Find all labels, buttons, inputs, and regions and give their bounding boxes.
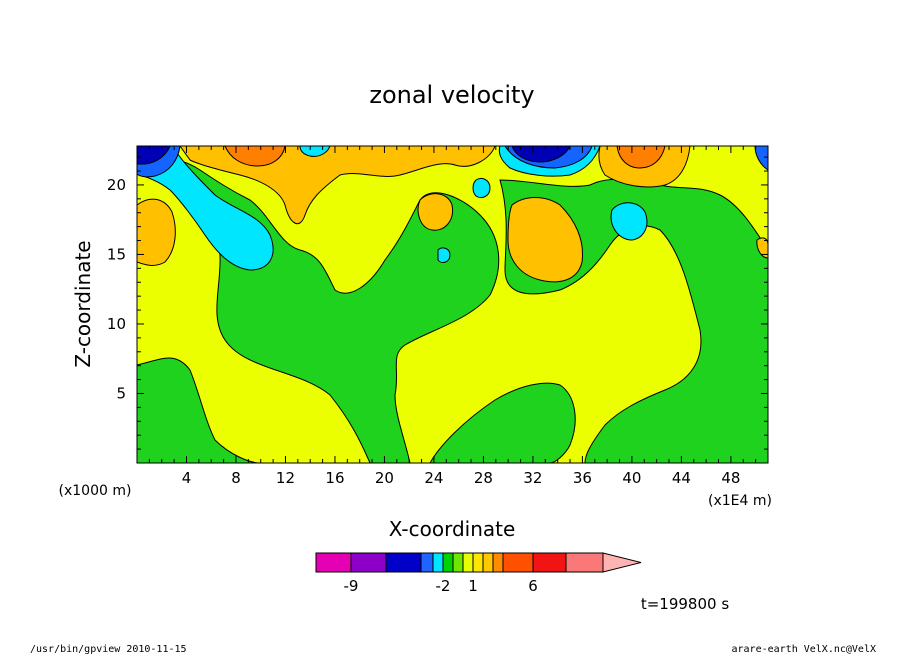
colorbar-arrow: [602, 552, 642, 573]
y-tick-label: 5: [116, 384, 126, 402]
x-tick-label: 36: [573, 469, 592, 487]
contour-dark-orange-region: [616, 146, 666, 169]
colorbar-segment: [532, 552, 567, 573]
colorbar-segment: [565, 552, 604, 573]
time-label: t=199800 s: [641, 595, 729, 613]
contour-cyan-region: [437, 247, 451, 263]
contour-green-region: [137, 357, 261, 463]
contour-orange-region: [756, 237, 768, 259]
colorbar-segment: [492, 552, 504, 573]
contour-cyan-region: [472, 177, 491, 199]
colorbar-segment: [315, 552, 352, 573]
colorbar-label: -2: [436, 577, 451, 595]
x-unit-left-label: (x1000 m): [59, 483, 132, 499]
footer-right: arare-earth_VelX.nc@VelX: [732, 644, 877, 654]
colorbar-segment: [502, 552, 534, 573]
contour-orange-region: [417, 193, 454, 231]
contour-navy-region: [137, 146, 171, 165]
y-axis: 5 10 15 20: [107, 156, 768, 450]
x-tick-label: 48: [721, 469, 740, 487]
plot-area: [137, 146, 768, 463]
y-tick-label: 15: [107, 245, 126, 263]
colorbar: -9 -2 1 6: [315, 552, 642, 595]
x-tick-label: 32: [523, 469, 542, 487]
colorbar-label: -9: [344, 577, 359, 595]
contour-green-region: [429, 382, 576, 463]
x-tick-label: 8: [231, 469, 241, 487]
x-tick-label: 12: [276, 469, 295, 487]
colorbar-segment: [482, 552, 494, 573]
x-unit-right-label: (x1E4 m): [708, 493, 772, 509]
chart-title: zonal velocity: [369, 81, 534, 109]
x-tick-label: 20: [375, 469, 394, 487]
contour-cyan-region: [610, 202, 648, 241]
footer-left: /usr/bin/gpview 2010-11-15: [30, 644, 187, 654]
contour-navy-region: [511, 146, 571, 163]
x-tick-label: 40: [622, 469, 641, 487]
colorbar-segment: [452, 552, 464, 573]
plot-frame: [136, 145, 769, 464]
x-tick-label: 44: [672, 469, 691, 487]
y-tick-label: 10: [107, 315, 126, 333]
x-tick-label: 16: [325, 469, 344, 487]
x-tick-label: 28: [474, 469, 493, 487]
colorbar-segment: [472, 552, 484, 573]
y-axis-label: Z-coordinate: [71, 240, 95, 367]
y-tick-label: 20: [107, 176, 126, 194]
colorbar-label: 1: [468, 577, 478, 595]
x-tick-label: 24: [424, 469, 443, 487]
x-axis: 4 8 12 16 20 24 28 32 36 40 44 48: [148, 146, 757, 487]
colorbar-segment: [350, 552, 387, 573]
colorbar-segment: [462, 552, 474, 573]
x-axis-label: X-coordinate: [389, 517, 516, 541]
contour-cyan-region: [137, 149, 274, 271]
colorbar-segment: [432, 552, 444, 573]
contour-dark-orange-region: [224, 146, 286, 167]
x-tick-label: 4: [182, 469, 192, 487]
contour-orange-region: [137, 198, 176, 266]
contour-orange-region: [507, 197, 584, 283]
colorbar-segment: [420, 552, 434, 573]
colorbar-segment: [442, 552, 454, 573]
colorbar-segment: [385, 552, 422, 573]
colorbar-label: 6: [528, 577, 538, 595]
